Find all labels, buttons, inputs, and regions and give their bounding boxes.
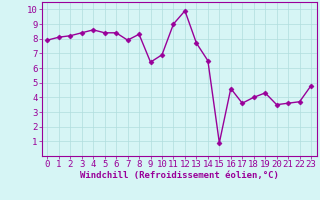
X-axis label: Windchill (Refroidissement éolien,°C): Windchill (Refroidissement éolien,°C) [80,171,279,180]
